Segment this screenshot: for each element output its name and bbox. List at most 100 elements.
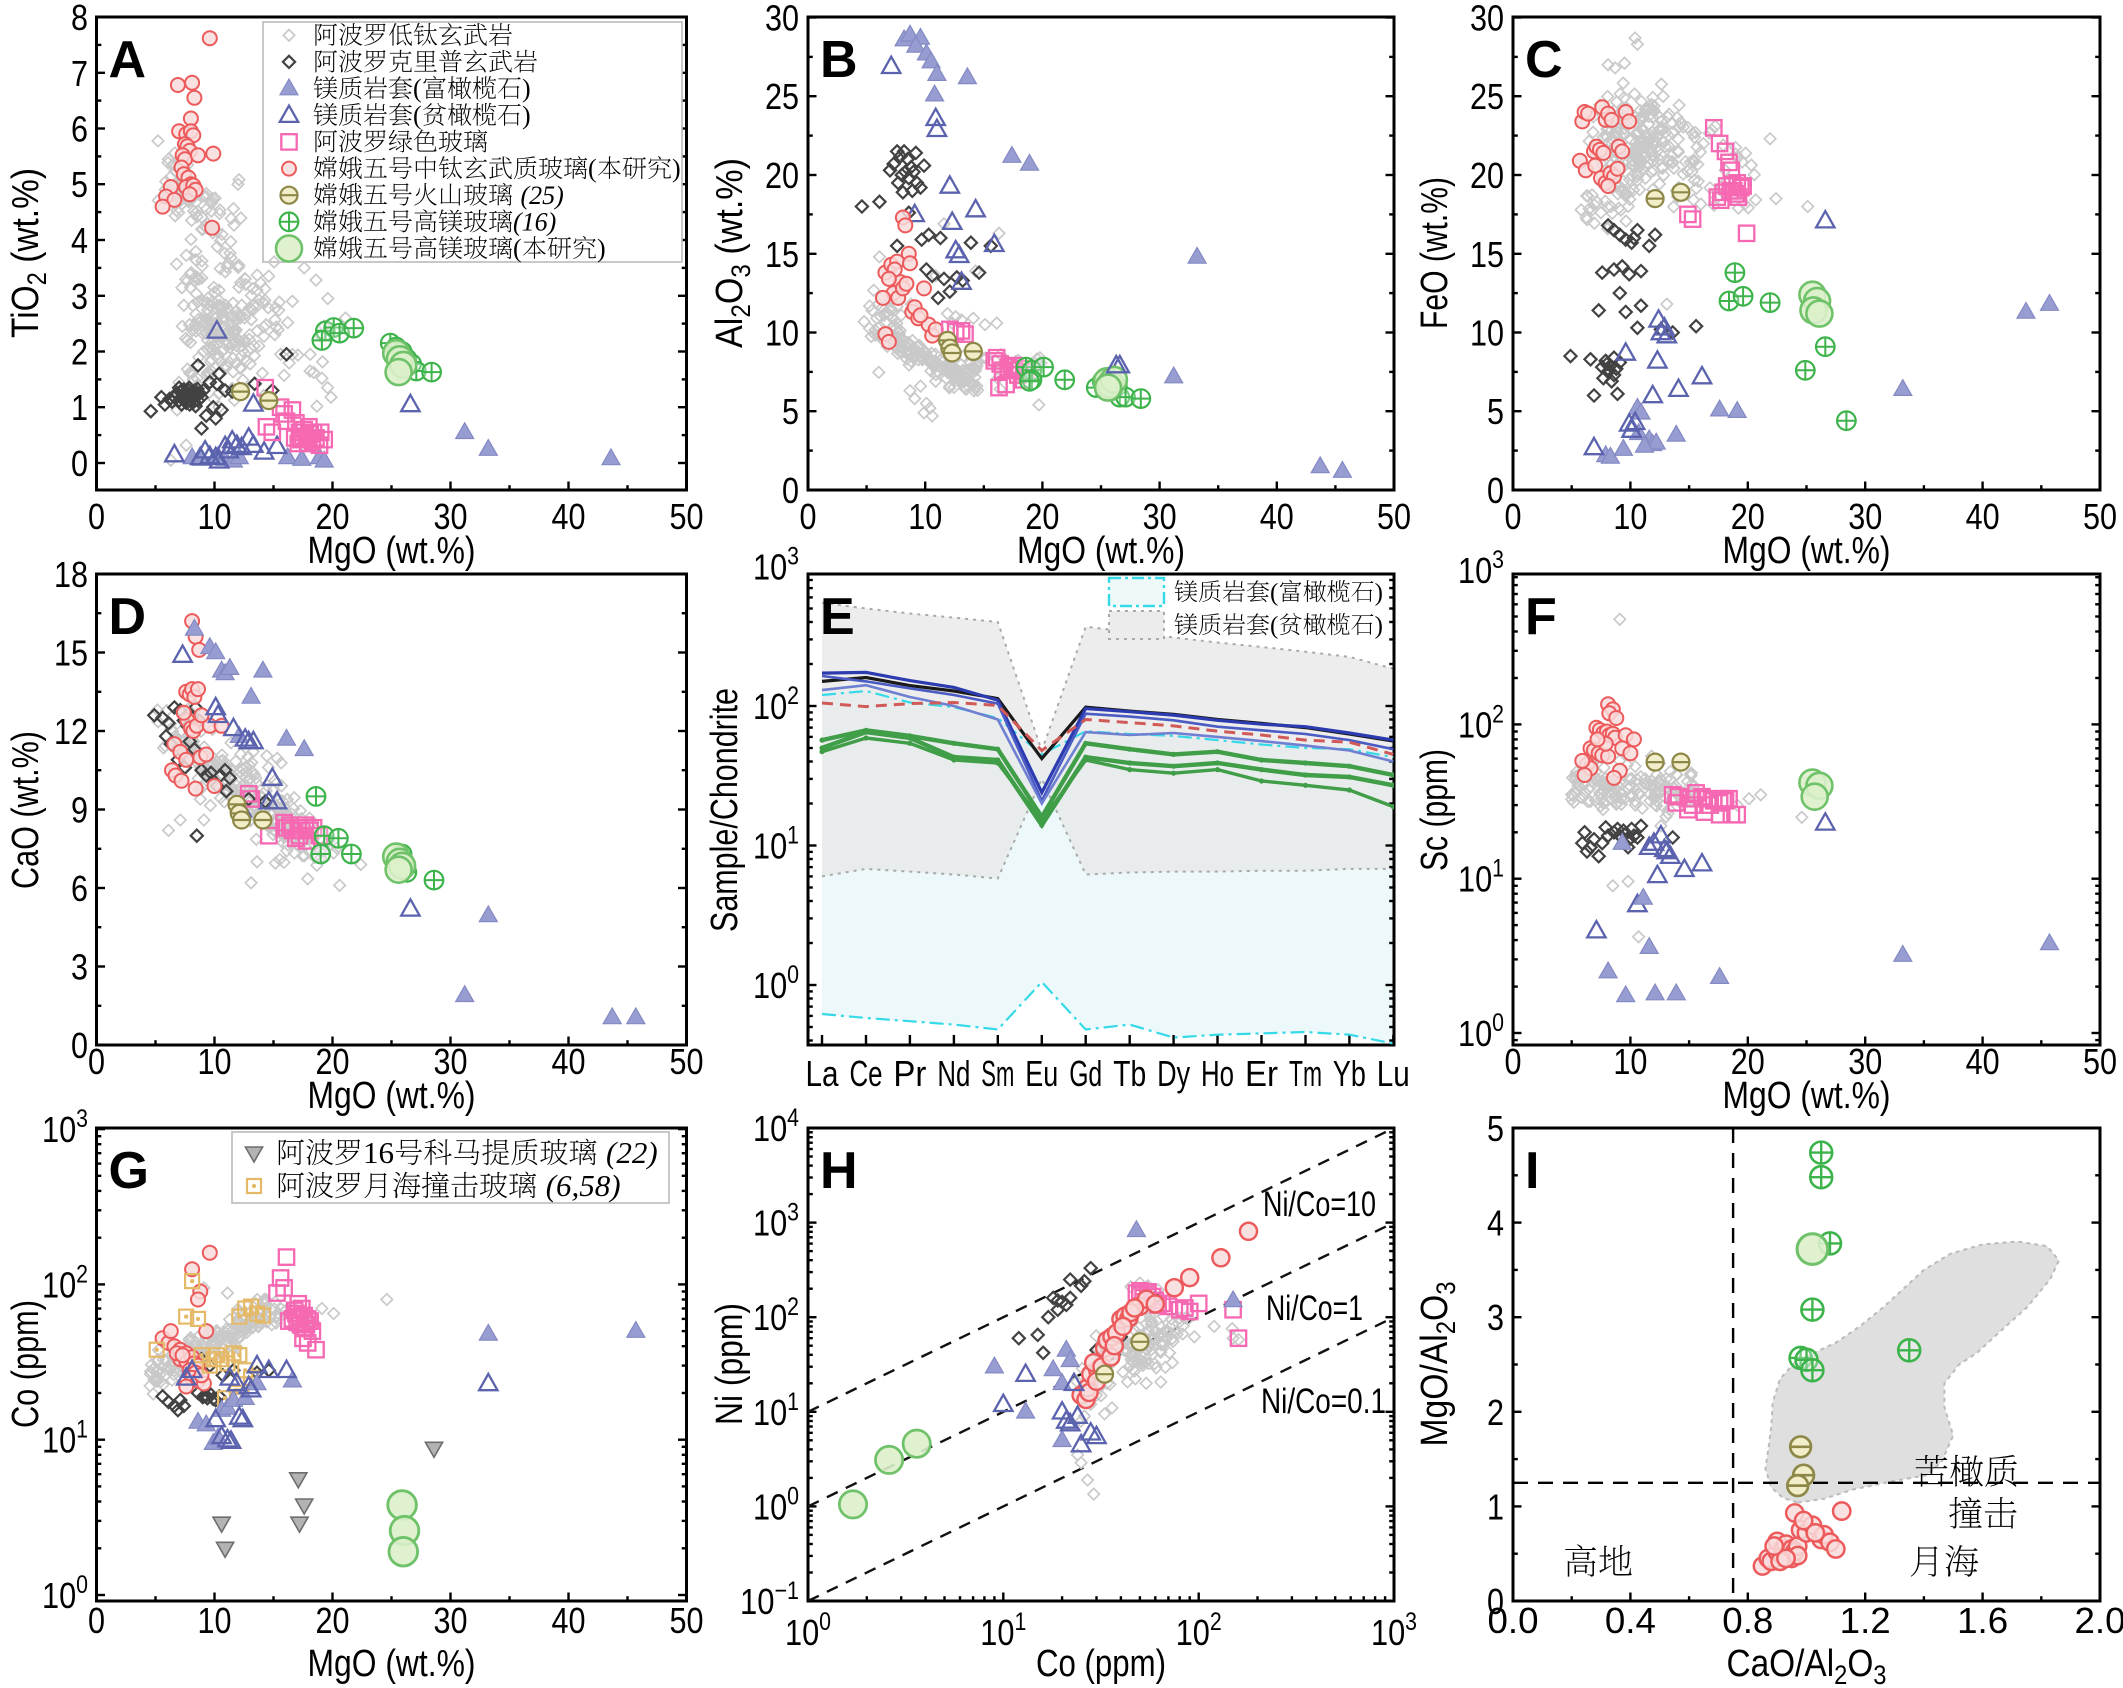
svg-text:MgO (wt.%): MgO (wt.%) <box>308 1075 476 1117</box>
svg-text:20: 20 <box>765 155 799 196</box>
svg-text:FeO (wt.%): FeO (wt.%) <box>1414 177 1456 329</box>
svg-text:25: 25 <box>765 76 799 117</box>
svg-text:10: 10 <box>1613 1041 1647 1082</box>
svg-text:0.8: 0.8 <box>1722 1600 1773 1641</box>
svg-text:(: ( <box>413 101 422 130</box>
svg-text:): ) <box>522 101 531 130</box>
svg-text:0: 0 <box>782 470 799 511</box>
svg-text:8: 8 <box>71 0 88 38</box>
svg-text:Ho: Ho <box>1201 1053 1234 1094</box>
svg-text:3: 3 <box>71 947 88 988</box>
svg-text:): ) <box>597 234 606 263</box>
svg-text:1: 1 <box>71 387 88 428</box>
svg-text:30: 30 <box>1470 0 1504 39</box>
svg-text:(: ( <box>588 154 597 183</box>
svg-text:Dy: Dy <box>1157 1053 1190 1094</box>
svg-text:0: 0 <box>71 443 88 484</box>
svg-text:20: 20 <box>316 1041 350 1082</box>
svg-text:MgO (wt.%): MgO (wt.%) <box>308 1643 476 1685</box>
svg-text:40: 40 <box>552 496 586 537</box>
svg-text:40: 40 <box>1260 496 1294 537</box>
svg-text:16: 16 <box>363 1135 394 1170</box>
svg-text:30: 30 <box>1848 1041 1882 1082</box>
svg-text:30: 30 <box>1848 496 1882 537</box>
svg-text:CaO/Al2O3: CaO/Al2O3 <box>1727 1643 1887 1688</box>
svg-text:20: 20 <box>1731 1041 1765 1082</box>
svg-text:): ) <box>522 74 531 103</box>
svg-text:0.0: 0.0 <box>1488 1600 1539 1641</box>
svg-text:30: 30 <box>434 1600 468 1641</box>
svg-text:3: 3 <box>1487 1297 1504 1338</box>
svg-text:1.2: 1.2 <box>1840 1600 1891 1641</box>
svg-text:0: 0 <box>1487 470 1504 511</box>
svg-text:G: G <box>109 1142 149 1200</box>
svg-text:Ni/Co=0.1: Ni/Co=0.1 <box>1261 1382 1386 1421</box>
svg-text:Nd: Nd <box>937 1053 970 1094</box>
svg-text:H: H <box>820 1142 858 1200</box>
svg-text:18: 18 <box>54 554 88 595</box>
svg-text:Sm: Sm <box>981 1053 1014 1094</box>
svg-text:10: 10 <box>198 496 232 537</box>
svg-text:20: 20 <box>1731 496 1765 537</box>
svg-text:0: 0 <box>1505 1041 1522 1082</box>
svg-text:Lu: Lu <box>1377 1053 1410 1094</box>
svg-text:4: 4 <box>1487 1203 1504 1244</box>
svg-text:MgO (wt.%): MgO (wt.%) <box>1017 530 1185 572</box>
svg-text:20: 20 <box>1470 155 1504 196</box>
svg-text:I: I <box>1525 1142 1539 1200</box>
svg-text:30: 30 <box>765 0 799 39</box>
svg-text:A: A <box>109 31 147 89</box>
svg-text:5: 5 <box>782 391 799 432</box>
svg-text:5: 5 <box>1487 391 1504 432</box>
svg-text:MgO/Al2O3: MgO/Al2O3 <box>1414 1282 1461 1447</box>
svg-text:40: 40 <box>552 1600 586 1641</box>
svg-text:40: 40 <box>1966 1041 2000 1082</box>
svg-text:15: 15 <box>1470 234 1504 275</box>
svg-text:Sample/Chondrite: Sample/Chondrite <box>704 688 746 932</box>
svg-text:0: 0 <box>88 1041 105 1082</box>
svg-text:5: 5 <box>1487 1108 1504 1149</box>
svg-text:(: ( <box>1270 612 1278 639</box>
svg-text:4: 4 <box>71 220 88 261</box>
svg-text:10: 10 <box>198 1041 232 1082</box>
svg-text:C: C <box>1525 31 1563 89</box>
svg-text:20: 20 <box>1025 496 1059 537</box>
svg-text:12: 12 <box>54 711 88 752</box>
svg-text:10: 10 <box>198 1600 232 1641</box>
svg-text:50: 50 <box>670 496 704 537</box>
svg-text:Yb: Yb <box>1333 1053 1366 1094</box>
svg-text:20: 20 <box>316 496 350 537</box>
svg-text:Pr: Pr <box>893 1053 926 1094</box>
svg-text:103: 103 <box>1371 1608 1417 1653</box>
svg-text:30: 30 <box>434 496 468 537</box>
svg-text:(: ( <box>413 74 422 103</box>
svg-text:TiO2 (wt.%): TiO2 (wt.%) <box>5 168 52 338</box>
svg-text:3: 3 <box>71 276 88 317</box>
svg-text:102: 102 <box>42 1260 88 1305</box>
svg-text:10: 10 <box>908 496 942 537</box>
svg-text:Co (ppm): Co (ppm) <box>5 1300 47 1428</box>
svg-text:MgO (wt.%): MgO (wt.%) <box>1723 530 1891 572</box>
svg-text:Tb: Tb <box>1113 1053 1146 1094</box>
svg-text:50: 50 <box>670 1041 704 1082</box>
svg-text:Ni/Co=10: Ni/Co=10 <box>1263 1185 1376 1224</box>
svg-text:MgO (wt.%): MgO (wt.%) <box>1723 1075 1891 1117</box>
svg-text:): ) <box>1375 612 1383 639</box>
svg-text:30: 30 <box>434 1041 468 1082</box>
svg-text:Co (ppm): Co (ppm) <box>1036 1643 1166 1685</box>
svg-text:D: D <box>109 588 147 646</box>
svg-text:2: 2 <box>71 332 88 373</box>
svg-text:2.0: 2.0 <box>2075 1600 2123 1641</box>
svg-text:1.6: 1.6 <box>1957 1600 2008 1641</box>
svg-text:104: 104 <box>753 1104 799 1149</box>
svg-text:50: 50 <box>670 1600 704 1641</box>
svg-text:Ce: Ce <box>850 1053 883 1094</box>
svg-text:10: 10 <box>765 313 799 354</box>
svg-text:B: B <box>820 31 858 89</box>
svg-text:15: 15 <box>54 633 88 674</box>
svg-text:2: 2 <box>1487 1392 1504 1433</box>
svg-text:Sc (ppm): Sc (ppm) <box>1414 749 1456 871</box>
svg-text:): ) <box>672 154 681 183</box>
svg-text:0: 0 <box>1487 1581 1504 1622</box>
svg-text:0: 0 <box>88 496 105 537</box>
